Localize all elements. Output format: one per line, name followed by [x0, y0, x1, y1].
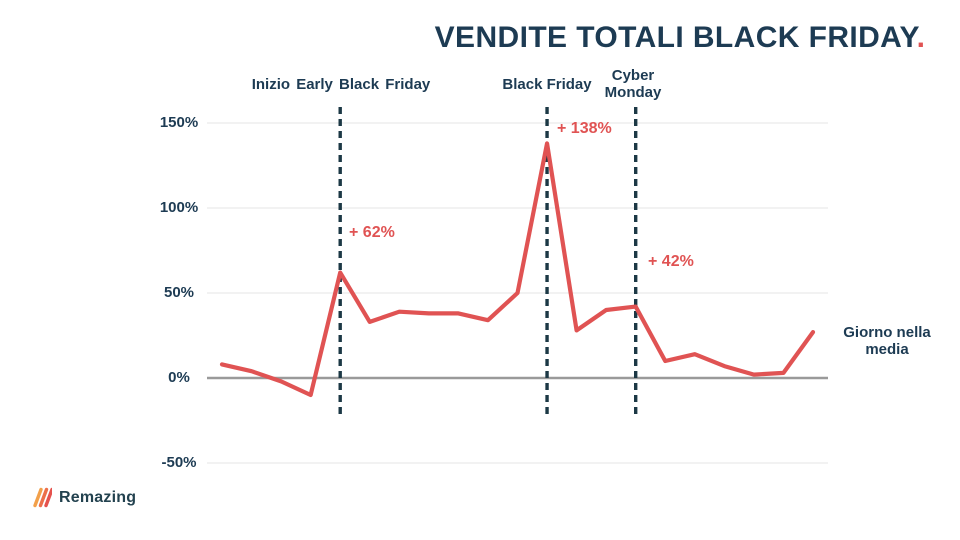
annotation-early-black-friday-pct: + 62% [349, 224, 395, 241]
y-axis-tick-label: 50% [163, 284, 195, 301]
annotation-cyber-monday-pct: + 42% [648, 253, 694, 270]
y-axis-tick-label: 0% [168, 369, 190, 386]
page-title: VENDITE TOTALI BLACK FRIDAY. [410, 21, 950, 55]
baseline-label: Giorno nella media [843, 324, 931, 358]
sales-series-line [219, 141, 816, 398]
remazing-stripes-icon [33, 487, 52, 508]
annotation-black-friday-pct: + 138% [557, 120, 612, 137]
y-axis-tick-label: -50% [161, 454, 197, 471]
y-axis-tick-label: 150% [159, 114, 199, 131]
remazing-logo-text: Remazing [59, 488, 137, 506]
y-axis-tick-label: 100% [159, 199, 199, 216]
vline-label-black-friday: Black Friday [502, 76, 592, 93]
vline-label-early-black-friday: Inizio Early Black Friday [251, 76, 431, 93]
vline-label-cyber-monday: Cyber Monday [604, 67, 662, 101]
page-title-text: VENDITE TOTALI BLACK FRIDAY [434, 21, 917, 54]
remazing-logo: Remazing [29, 486, 136, 509]
title-accent-dot: . [916, 21, 926, 54]
